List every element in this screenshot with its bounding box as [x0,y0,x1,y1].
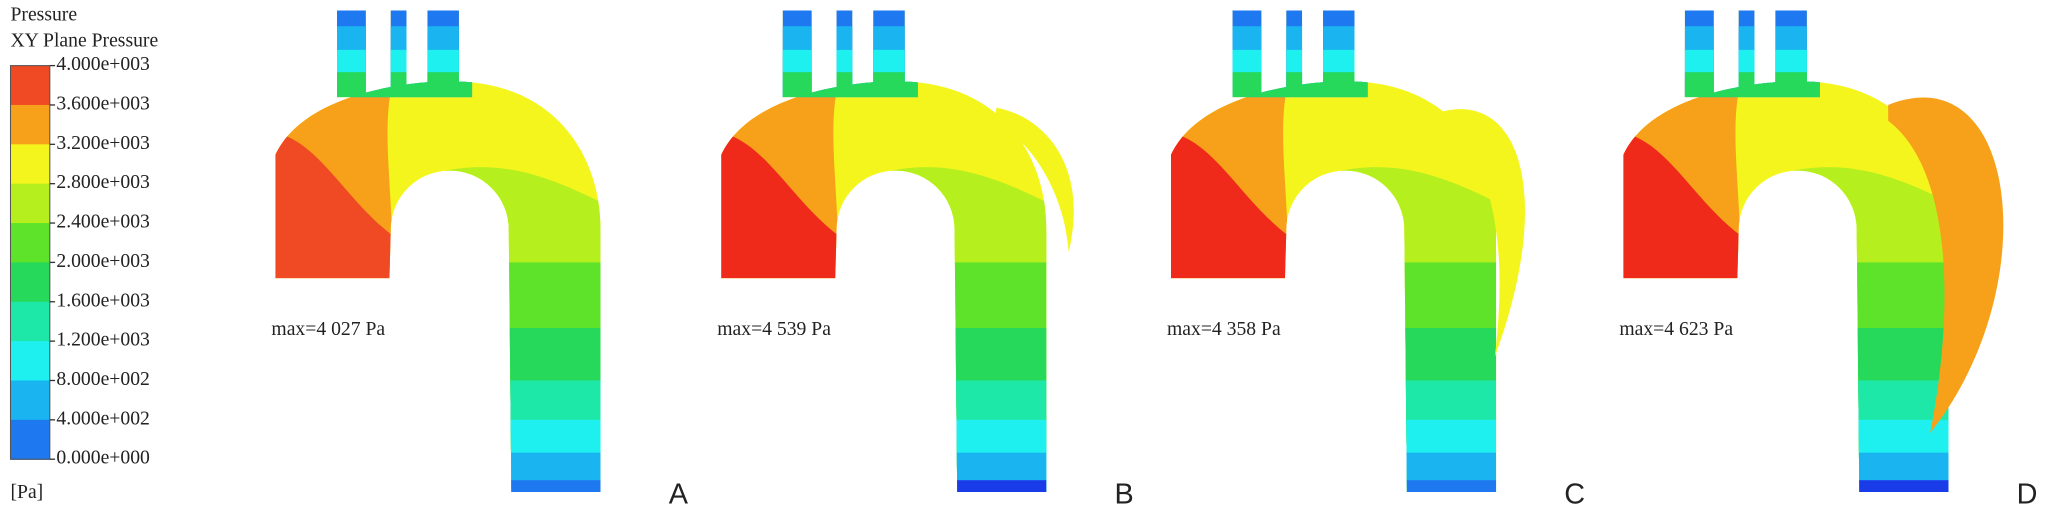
panel-label: B [1115,479,1134,511]
max-label: max=4 623 Pa [1619,318,1733,340]
color-band [10,262,50,303]
vessel [275,10,601,493]
tick-label: 3.600e+003 [56,92,150,114]
color-band [10,65,50,106]
vessel [1623,10,1949,493]
region [721,131,840,289]
max-label: max=4 358 Pa [1167,318,1281,340]
color-bar: 4.000e+003 3.600e+003 3.200e+003 2.800e+003… [9,53,150,469]
band [944,480,1047,493]
branch-band [1675,72,1820,98]
tick-label: 3.200e+003 [56,132,150,154]
color-band [10,183,50,224]
legend-unit: [Pa] [10,481,43,503]
false-lumen [1442,109,1525,357]
band [498,480,601,493]
panel [721,10,1047,493]
branch-band [773,72,918,98]
max-label: max=4 539 Pa [717,318,831,340]
branch-band [327,72,473,98]
tick-label: 2.800e+003 [56,171,150,193]
legend-title: Pressure [10,3,77,25]
panel-label: C [1564,479,1585,511]
tick-label: 1.600e+003 [56,289,150,311]
vessel [721,10,1047,493]
panel-label: A [669,479,689,511]
region [1170,131,1289,289]
tick-label: 2.000e+003 [56,250,150,272]
region [275,131,394,289]
false-lumen [1888,97,2004,433]
false-lumen [993,107,1074,252]
panel [275,10,601,493]
color-band [10,223,50,264]
region [1623,131,1742,289]
panel [1623,10,1949,493]
band [1393,480,1497,493]
color-band [10,419,50,460]
color-band [10,341,50,382]
tick-label: 4.000e+002 [56,407,150,429]
tick-label: 1.200e+003 [56,329,150,351]
legend-subtitle: XY Plane Pressure [10,29,158,51]
tick-label: 4.000e+003 [56,53,150,75]
tick-label: 8.000e+002 [56,368,150,390]
color-band [10,104,50,145]
color-band [10,380,50,421]
panel [1170,10,1497,493]
max-label: max=4 027 Pa [271,318,385,340]
color-band [10,301,50,342]
branch-band [1223,72,1368,98]
panel-label: D [2017,479,2038,511]
tick-label: 2.400e+003 [56,211,150,233]
vessel [1170,10,1497,493]
color-band [10,144,50,185]
tick-label: 0.000e+000 [56,447,150,469]
band [1846,480,1949,493]
